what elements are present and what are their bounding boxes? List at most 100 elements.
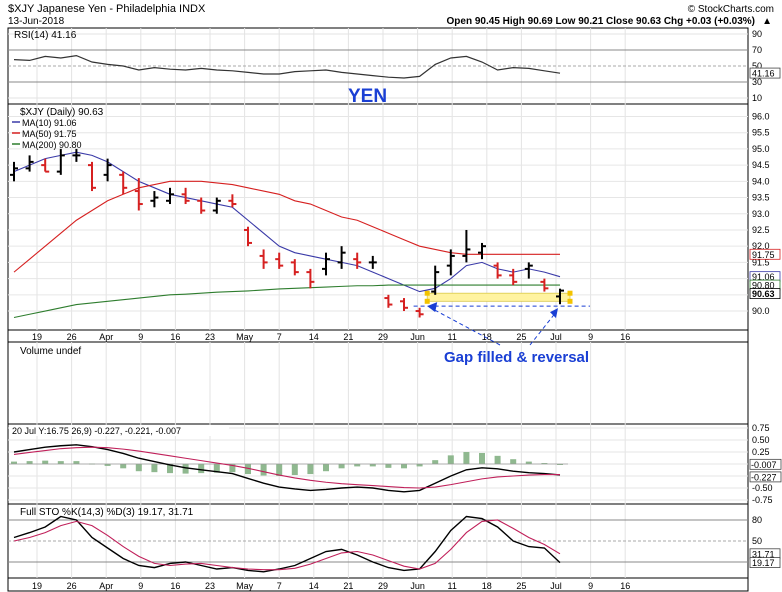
axis-labels: 19 19 26 26 Apr Apr 9 9 16 16 23 23 May May 7 7 14 14 21 21…: [32, 29, 782, 591]
macd-value-tag: -0.227: [751, 472, 777, 482]
macd-histogram-bar: [57, 461, 64, 464]
x-tick-label-top: 16: [620, 332, 630, 342]
sto-layer: [13, 515, 561, 573]
arrow-line-left: [430, 307, 501, 346]
rsi-value-tag-box: [749, 67, 781, 79]
rsi-y-tick: 10: [752, 93, 762, 103]
x-tick-label-top: 23: [205, 332, 215, 342]
rsi-label: RSI(14) 41.16: [14, 30, 77, 41]
macd-histogram-bar: [323, 464, 329, 472]
sto-y-tick: 50: [752, 536, 762, 546]
macd-value-tag: -0.007: [751, 460, 777, 470]
ma10-line: [13, 151, 561, 293]
x-tick-label-bottom: 26: [67, 581, 77, 591]
macd-histogram-bar: [291, 464, 298, 476]
macd-value-tag-box: [749, 471, 782, 483]
chart-title: $XJY Japanese Yen - Philadelphia INDX: [8, 3, 206, 15]
x-tick-label-bottom: May: [236, 581, 254, 591]
gap-highlight-box: [426, 292, 571, 302]
macd-histogram-bar: [525, 461, 532, 464]
macd-histogram-bar: [510, 459, 517, 464]
macd-histogram-bar: [479, 452, 485, 464]
macd-histogram-bar: [135, 464, 142, 472]
yen-annotation: YEN: [348, 86, 387, 107]
x-tick-label-bottom: 7: [277, 581, 282, 591]
macd-histogram-bar: [494, 455, 501, 464]
price-value-tag-box: [749, 288, 781, 300]
arrowhead-left: [427, 302, 438, 313]
macd-histogram-bar: [245, 464, 251, 475]
rsi-value-tag: 41.16: [752, 69, 775, 79]
highlight-handle: [424, 290, 430, 296]
x-tick-label-top: Apr: [99, 332, 113, 342]
x-tick-label-bottom: 14: [309, 581, 319, 591]
macd-histogram-bar: [198, 464, 205, 474]
price-y-tick: 96.0: [752, 111, 770, 121]
macd-histogram-bar: [73, 461, 80, 464]
macd-histogram-bar: [42, 460, 49, 464]
price-y-tick: 90.0: [752, 306, 770, 316]
x-tick-label-top: 18: [482, 332, 492, 342]
macd-histogram-bar: [276, 464, 283, 476]
price-y-tick: 94.0: [752, 176, 770, 186]
macd-histogram-bar: [104, 464, 111, 466]
macd-histogram-bar: [541, 463, 548, 465]
rsi-y-tick: 70: [752, 45, 762, 55]
macd-histogram-bar: [447, 455, 454, 464]
highlight-handle: [424, 298, 430, 304]
x-axis-band-bottom: [7, 577, 749, 592]
x-tick-label-bottom: 11: [448, 581, 457, 591]
x-tick-label-top: 26: [67, 332, 77, 342]
ma50-legend-label: MA(50) 91.75: [22, 129, 77, 139]
volume-label: Volume undef: [20, 346, 81, 357]
ma200-legend-label: MA(200) 90.80: [22, 140, 82, 150]
price-value-tag: 90.63: [752, 289, 775, 299]
arrowhead-right: [550, 308, 558, 319]
ma200-line: [13, 284, 560, 319]
grid: [8, 28, 748, 578]
gap-highlight: [413, 290, 590, 307]
macd-histogram-bar: [416, 464, 423, 467]
x-tick-label-bottom: 25: [516, 581, 526, 591]
macd-histogram-bar: [432, 460, 439, 464]
annotation-arrows: [427, 302, 558, 346]
x-tick-label-top: 19: [32, 332, 42, 342]
macd-signal-line: [13, 446, 561, 489]
ma10-legend-label: MA(10) 91.06: [22, 118, 77, 128]
price-y-tick: 94.5: [752, 160, 770, 170]
x-tick-label-bottom: 9: [138, 581, 143, 591]
macd-line: [13, 444, 561, 493]
sto-d-line: [13, 519, 561, 571]
macd-histogram-bar: [26, 461, 33, 464]
x-tick-label-top: 29: [378, 332, 388, 342]
x-tick-label-bottom: 29: [378, 581, 388, 591]
price-y-tick: 92.5: [752, 225, 770, 235]
chart-date: 13-Jun-2018: [8, 16, 65, 27]
macd-y-tick: 0.50: [752, 435, 770, 445]
price-value-tag-box: [749, 248, 781, 260]
price-value-tag: 90.80: [752, 281, 775, 291]
price-y-tick: 95.0: [752, 144, 770, 154]
macd-histogram-bar: [167, 464, 173, 474]
macd-y-tick: -0.75: [752, 495, 773, 505]
x-tick-label-top: 9: [138, 332, 143, 342]
price-label: $XJY (Daily) 90.63: [20, 107, 104, 118]
macd-histogram-bar: [120, 464, 127, 469]
rsi-line: [13, 54, 561, 79]
sto-value-tag: 31.71: [752, 549, 775, 559]
x-tick-label-top: 11: [448, 332, 457, 342]
macd-histogram-bar: [463, 452, 470, 464]
macd-histogram-bar: [369, 464, 376, 467]
x-tick-label-bottom: 9: [588, 581, 593, 591]
macd-histogram-bar: [354, 464, 361, 467]
sto-k-line: [13, 515, 561, 573]
highlight-handle: [567, 298, 573, 304]
volume-panel: [7, 341, 749, 425]
highlight-handle: [567, 290, 573, 296]
sto-label: Full STO %K(14,3) %D(3) 19.17, 31.71: [20, 507, 194, 518]
macd-label: 20 Jul Y:16.75 26,9) -0.227, -0.221, -0.…: [12, 426, 181, 436]
macd-layer: [8, 444, 568, 493]
x-tick-label-top: Jun: [410, 332, 425, 342]
x-tick-label-top: 14: [309, 332, 319, 342]
